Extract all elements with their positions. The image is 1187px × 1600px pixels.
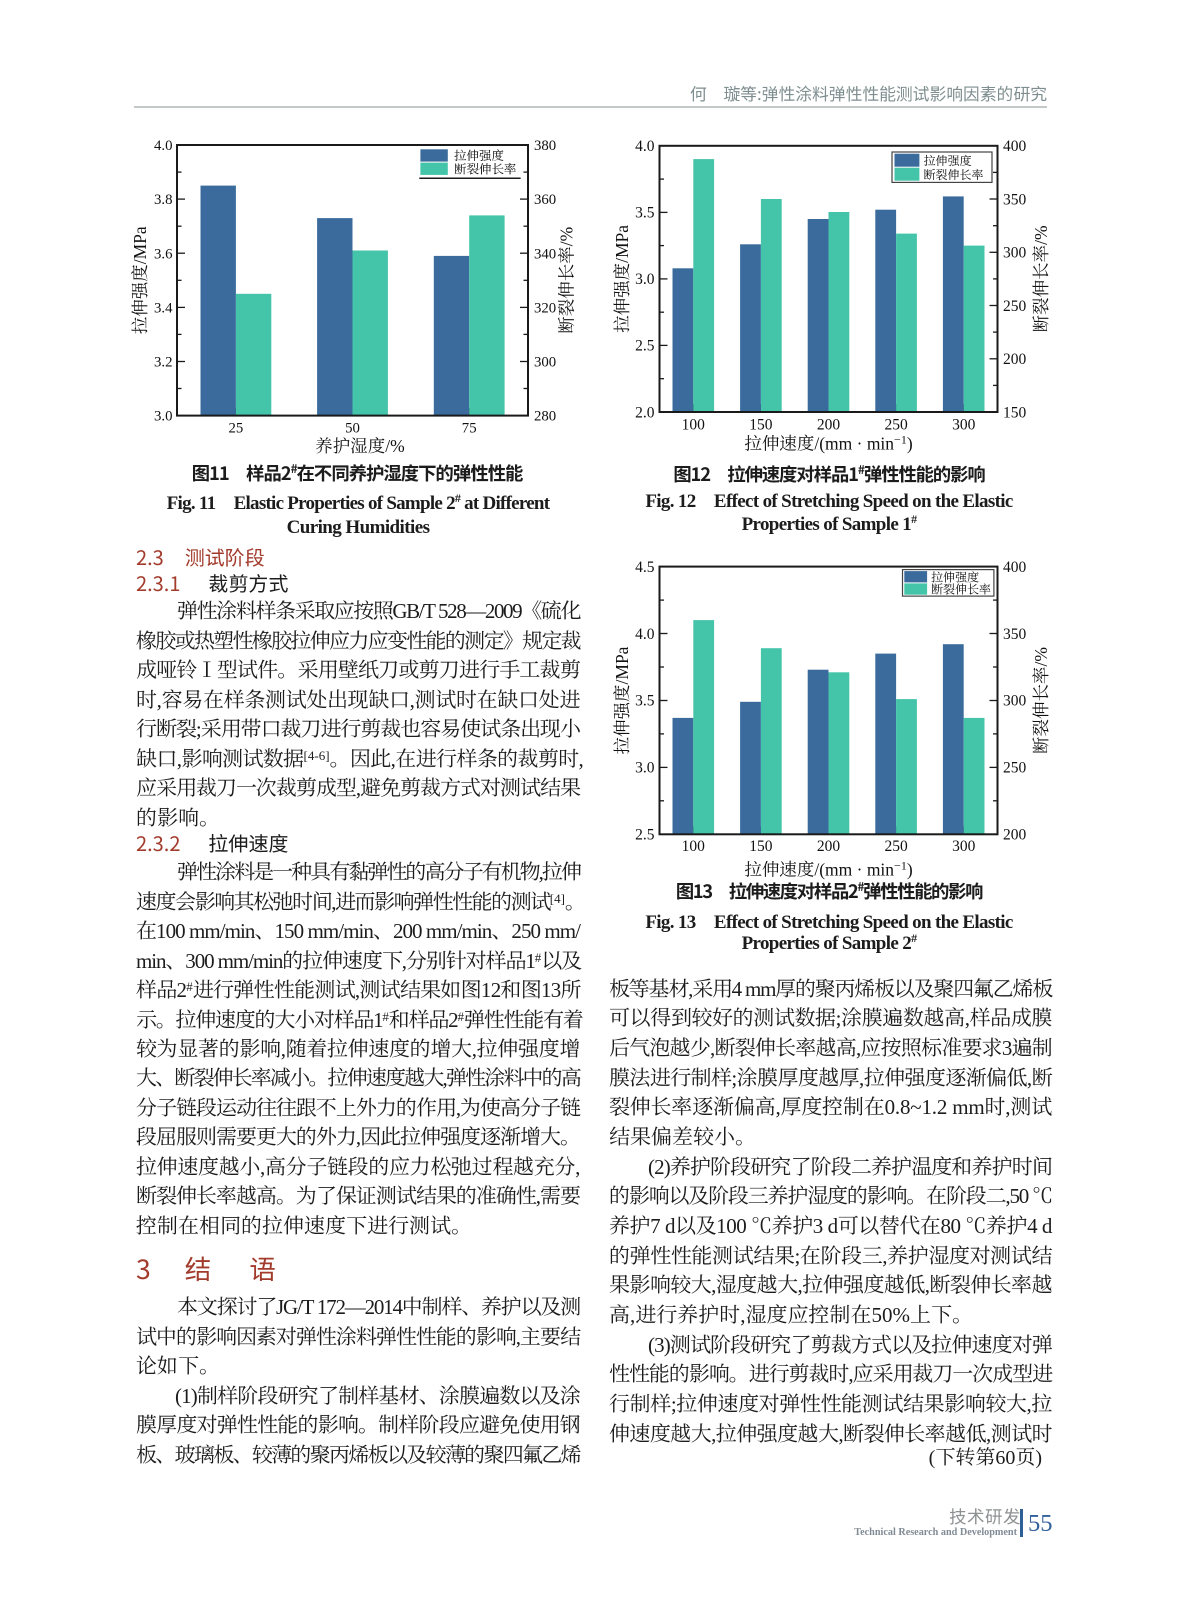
svg-text:3.0: 3.0	[635, 760, 655, 777]
svg-text:200: 200	[817, 417, 841, 434]
svg-text:400: 400	[1003, 138, 1027, 155]
svg-text:2.5: 2.5	[635, 338, 655, 355]
svg-text:400: 400	[1003, 559, 1027, 576]
svg-text:380: 380	[534, 138, 556, 154]
svg-text:200: 200	[1003, 827, 1027, 844]
svg-text:养护湿度/%: 养护湿度/%	[315, 436, 404, 456]
svg-text:拉伸速度/(mm · min−1): 拉伸速度/(mm · min−1)	[744, 433, 913, 454]
svg-text:2.0: 2.0	[635, 404, 655, 421]
svg-text:360: 360	[534, 192, 556, 208]
svg-text:3.0: 3.0	[635, 271, 655, 288]
svg-text:100: 100	[682, 417, 706, 434]
svg-text:3.4: 3.4	[154, 300, 173, 316]
svg-text:300: 300	[952, 417, 976, 434]
svg-text:3.5: 3.5	[635, 693, 655, 710]
svg-text:拉伸强度/MPa: 拉伸强度/MPa	[130, 226, 150, 334]
svg-text:拉伸速度/(mm · min−1): 拉伸速度/(mm · min−1)	[744, 859, 913, 880]
svg-text:250: 250	[1003, 298, 1027, 315]
svg-text:350: 350	[1003, 626, 1027, 643]
svg-text:断裂伸长率: 断裂伸长率	[924, 168, 984, 182]
svg-text:拉伸强度/MPa: 拉伸强度/MPa	[612, 225, 632, 333]
svg-text:25: 25	[229, 421, 244, 437]
svg-text:50: 50	[345, 421, 360, 437]
svg-text:4.0: 4.0	[635, 626, 655, 643]
svg-text:200: 200	[817, 838, 841, 855]
svg-text:300: 300	[1003, 245, 1027, 262]
svg-text:2.5: 2.5	[635, 827, 655, 844]
svg-text:拉伸强度: 拉伸强度	[454, 149, 505, 163]
svg-text:断裂伸长率/%: 断裂伸长率/%	[1031, 647, 1051, 754]
svg-text:320: 320	[534, 300, 556, 316]
svg-text:300: 300	[534, 355, 556, 371]
svg-text:150: 150	[1003, 404, 1027, 421]
svg-text:100: 100	[682, 838, 706, 855]
svg-text:4.0: 4.0	[635, 138, 655, 155]
svg-text:150: 150	[749, 838, 773, 855]
svg-text:3.2: 3.2	[154, 355, 173, 371]
svg-text:150: 150	[749, 417, 773, 434]
svg-text:断裂伸长率/%: 断裂伸长率/%	[557, 227, 577, 334]
svg-text:4.0: 4.0	[154, 138, 173, 154]
svg-text:75: 75	[462, 421, 477, 437]
svg-text:断裂伸长率: 断裂伸长率	[454, 163, 517, 177]
svg-text:4.5: 4.5	[635, 559, 655, 576]
svg-text:3.8: 3.8	[154, 192, 173, 208]
svg-text:断裂伸长率: 断裂伸长率	[931, 583, 991, 597]
svg-text:拉伸强度: 拉伸强度	[931, 570, 979, 584]
svg-text:250: 250	[884, 417, 908, 434]
svg-text:断裂伸长率/%: 断裂伸长率/%	[1031, 225, 1051, 332]
svg-text:350: 350	[1003, 191, 1027, 208]
svg-text:250: 250	[1003, 760, 1027, 777]
svg-text:拉伸强度/MPa: 拉伸强度/MPa	[612, 646, 632, 754]
svg-text:300: 300	[1003, 693, 1027, 710]
svg-text:200: 200	[1003, 351, 1027, 368]
svg-text:280: 280	[534, 409, 556, 425]
svg-text:300: 300	[952, 838, 976, 855]
svg-text:3.6: 3.6	[154, 246, 173, 262]
svg-text:3.0: 3.0	[154, 409, 173, 425]
svg-text:340: 340	[534, 246, 556, 262]
svg-text:拉伸强度: 拉伸强度	[924, 154, 972, 168]
svg-text:3.5: 3.5	[635, 205, 655, 222]
svg-text:250: 250	[884, 838, 908, 855]
